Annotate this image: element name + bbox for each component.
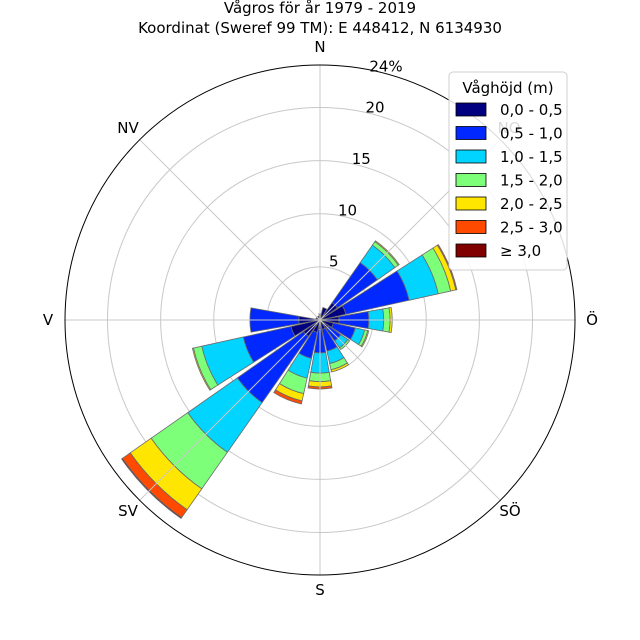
legend-swatch [455, 243, 487, 258]
wind-rose-bar-segment [191, 347, 212, 391]
legend-label: 0,0 - 0,5 [500, 101, 563, 119]
outer-ring [64, 64, 576, 576]
grid-spoke [319, 319, 501, 501]
legend-label: ≥ 3,0 [500, 242, 541, 260]
legend-swatch [455, 126, 487, 140]
legend-swatch [455, 102, 487, 117]
legend-swatch [455, 149, 487, 164]
chart-title-line1: Vågros för år 1979 - 2019 [224, 0, 416, 17]
grid-spoke [139, 319, 321, 501]
compass-label: S [315, 581, 325, 599]
radial-tick-label: 24% [369, 58, 402, 76]
legend-title: Våghöjd (m) [462, 79, 553, 97]
wind-rose-bar-segment [436, 244, 458, 291]
compass-label: SÖ [499, 501, 520, 520]
radial-tick-label: 10 [338, 201, 357, 219]
legend: Våghöjd (m) 0,0 - 0,5 0,5 - 1,0 1,0 - 1,5 1… [448, 71, 568, 271]
wind-rose-bar-segment [121, 457, 183, 519]
wind-rose-bar-segment [330, 362, 350, 373]
radial-tick-labels: 5 10 15 20 24% [329, 58, 403, 271]
legend-label: 1,0 - 1,5 [500, 148, 563, 166]
legend-swatch [455, 173, 487, 187]
legend-label: 2,0 - 2,5 [500, 195, 563, 213]
wind-rose-bar-segment [374, 240, 400, 266]
chart-title-line2: Koordinat (Sweref 99 TM): E 448412, N 61… [138, 19, 502, 37]
legend-label: 2,5 - 3,0 [500, 219, 563, 237]
wind-rose-bar-segment [273, 389, 303, 405]
legend-label: 1,5 - 2,0 [500, 172, 563, 190]
wind-rose-bar-segment [360, 330, 370, 348]
compass-label: Ö [586, 310, 598, 329]
legend-swatch [455, 220, 487, 234]
grid-spoke [139, 139, 321, 321]
legend-label: 0,5 - 1,0 [500, 125, 563, 143]
radial-tick-label: 5 [329, 253, 339, 271]
compass-label: SV [118, 502, 139, 520]
radial-tick-label: 15 [352, 150, 371, 168]
compass-label: NV [117, 119, 139, 137]
compass-label: V [43, 311, 54, 329]
compass-label: N [314, 38, 325, 56]
legend-swatch [455, 196, 487, 211]
radial-tick-label: 20 [365, 99, 384, 117]
